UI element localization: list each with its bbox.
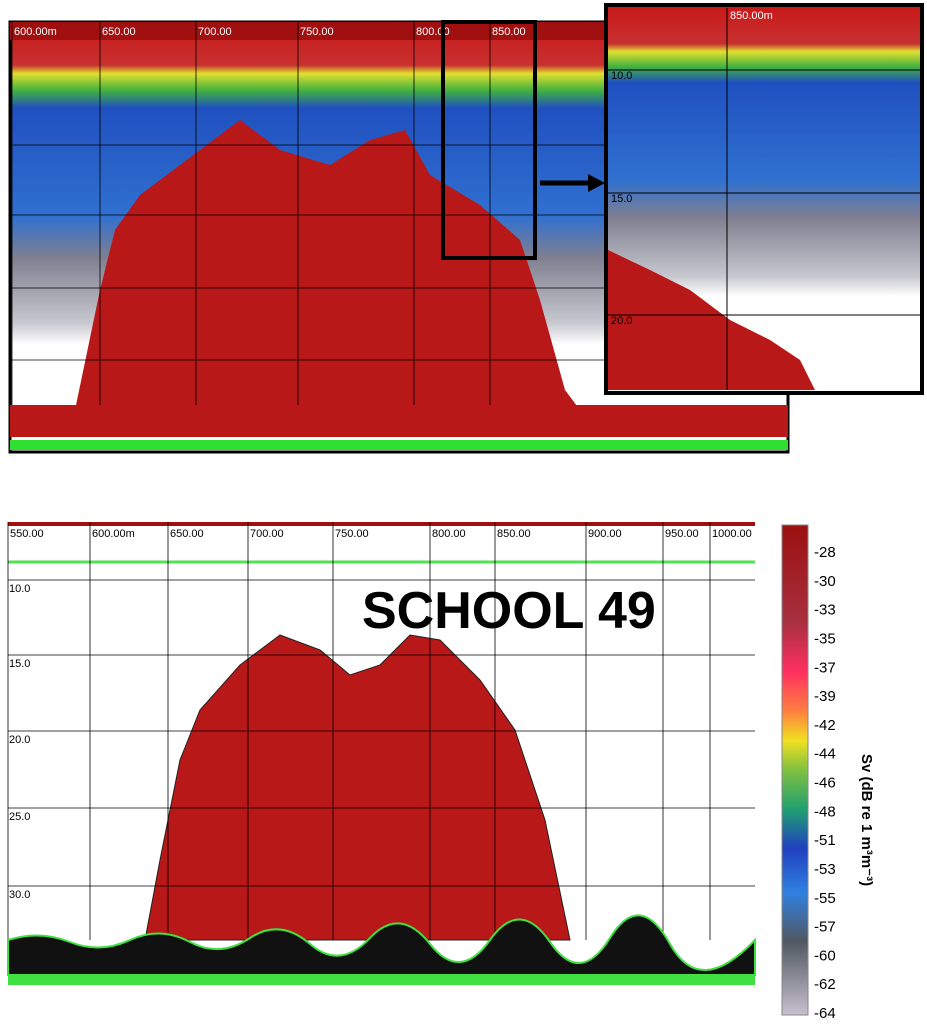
ruler-label: 650.00	[170, 528, 204, 540]
bottom-line	[8, 975, 755, 985]
bottom-panel: 550.00 600.00m 650.00 700.00 750.00 800.00 850…	[8, 522, 755, 985]
ruler-label: 600.00m	[92, 528, 135, 540]
colorbar-tick-label: -28	[814, 544, 836, 561]
depth-label: 25.0	[9, 811, 30, 823]
colorbar-tick-label: -35	[814, 630, 836, 647]
colorbar: Sv (dB re 1 m³m⁻³) -28 -30 -33 -35 -37 -39 -42…	[782, 525, 875, 1022]
colorbar-title: Sv (dB re 1 m³m⁻³)	[858, 754, 875, 886]
ruler	[8, 522, 755, 526]
depth-label: 10.0	[611, 70, 632, 82]
colorbar-tick-label: -48	[814, 803, 836, 820]
ruler-label: 950.00	[665, 528, 699, 540]
ruler-label: 650.00	[102, 26, 136, 38]
depth-label: 10.0	[9, 583, 30, 595]
ruler-label: 700.00	[250, 528, 284, 540]
colorbar-tick-label: -60	[814, 947, 836, 964]
ruler-label: 800.00	[432, 528, 466, 540]
colorbar-tick-label: -42	[814, 717, 836, 734]
figure: 600.00m 650.00 700.00 750.00 800.00 850.00 85…	[0, 0, 927, 1025]
colorbar-tick-label: -64	[814, 1005, 836, 1022]
colorbar-tick-label: -39	[814, 688, 836, 705]
depth-label: 15.0	[9, 658, 30, 670]
ruler-label: 750.00	[335, 528, 369, 540]
colorbar-tick-label: -44	[814, 746, 836, 763]
ruler-label: 900.00	[588, 528, 622, 540]
ruler-label: 850.00	[492, 26, 526, 38]
inset: 850.00m 10.0 15.0 20.0	[606, 5, 922, 393]
seabed	[10, 405, 788, 437]
colorbar-tick-label: -33	[814, 602, 836, 619]
colorbar-tick-label: -51	[814, 832, 836, 849]
ruler-label: 1000.00	[712, 528, 752, 540]
colorbar-tick-label: -62	[814, 976, 836, 993]
ruler-label: 700.00	[198, 26, 232, 38]
bottom-line	[10, 440, 788, 450]
school-label: SCHOOL 49	[362, 582, 656, 640]
colorbar-tick-label: -57	[814, 919, 836, 936]
ruler-label: 750.00	[300, 26, 334, 38]
ruler-label: 550.00	[10, 528, 44, 540]
depth-label: 15.0	[611, 193, 632, 205]
colorbar-tick-label: -55	[814, 890, 836, 907]
ruler-label: 850.00m	[730, 10, 773, 22]
colorbar-tick-label: -30	[814, 573, 836, 590]
ruler-label: 600.00m	[14, 26, 57, 38]
depth-label: 20.0	[9, 734, 30, 746]
ruler-label: 850.00	[497, 528, 531, 540]
colorbar-tick-label: -46	[814, 775, 836, 792]
depth-label: 30.0	[9, 889, 30, 901]
depth-label: 20.0	[611, 315, 632, 327]
colorbar-tick-label: -53	[814, 861, 836, 878]
colorbar-scale	[782, 525, 808, 1015]
colorbar-tick-label: -37	[814, 659, 836, 676]
